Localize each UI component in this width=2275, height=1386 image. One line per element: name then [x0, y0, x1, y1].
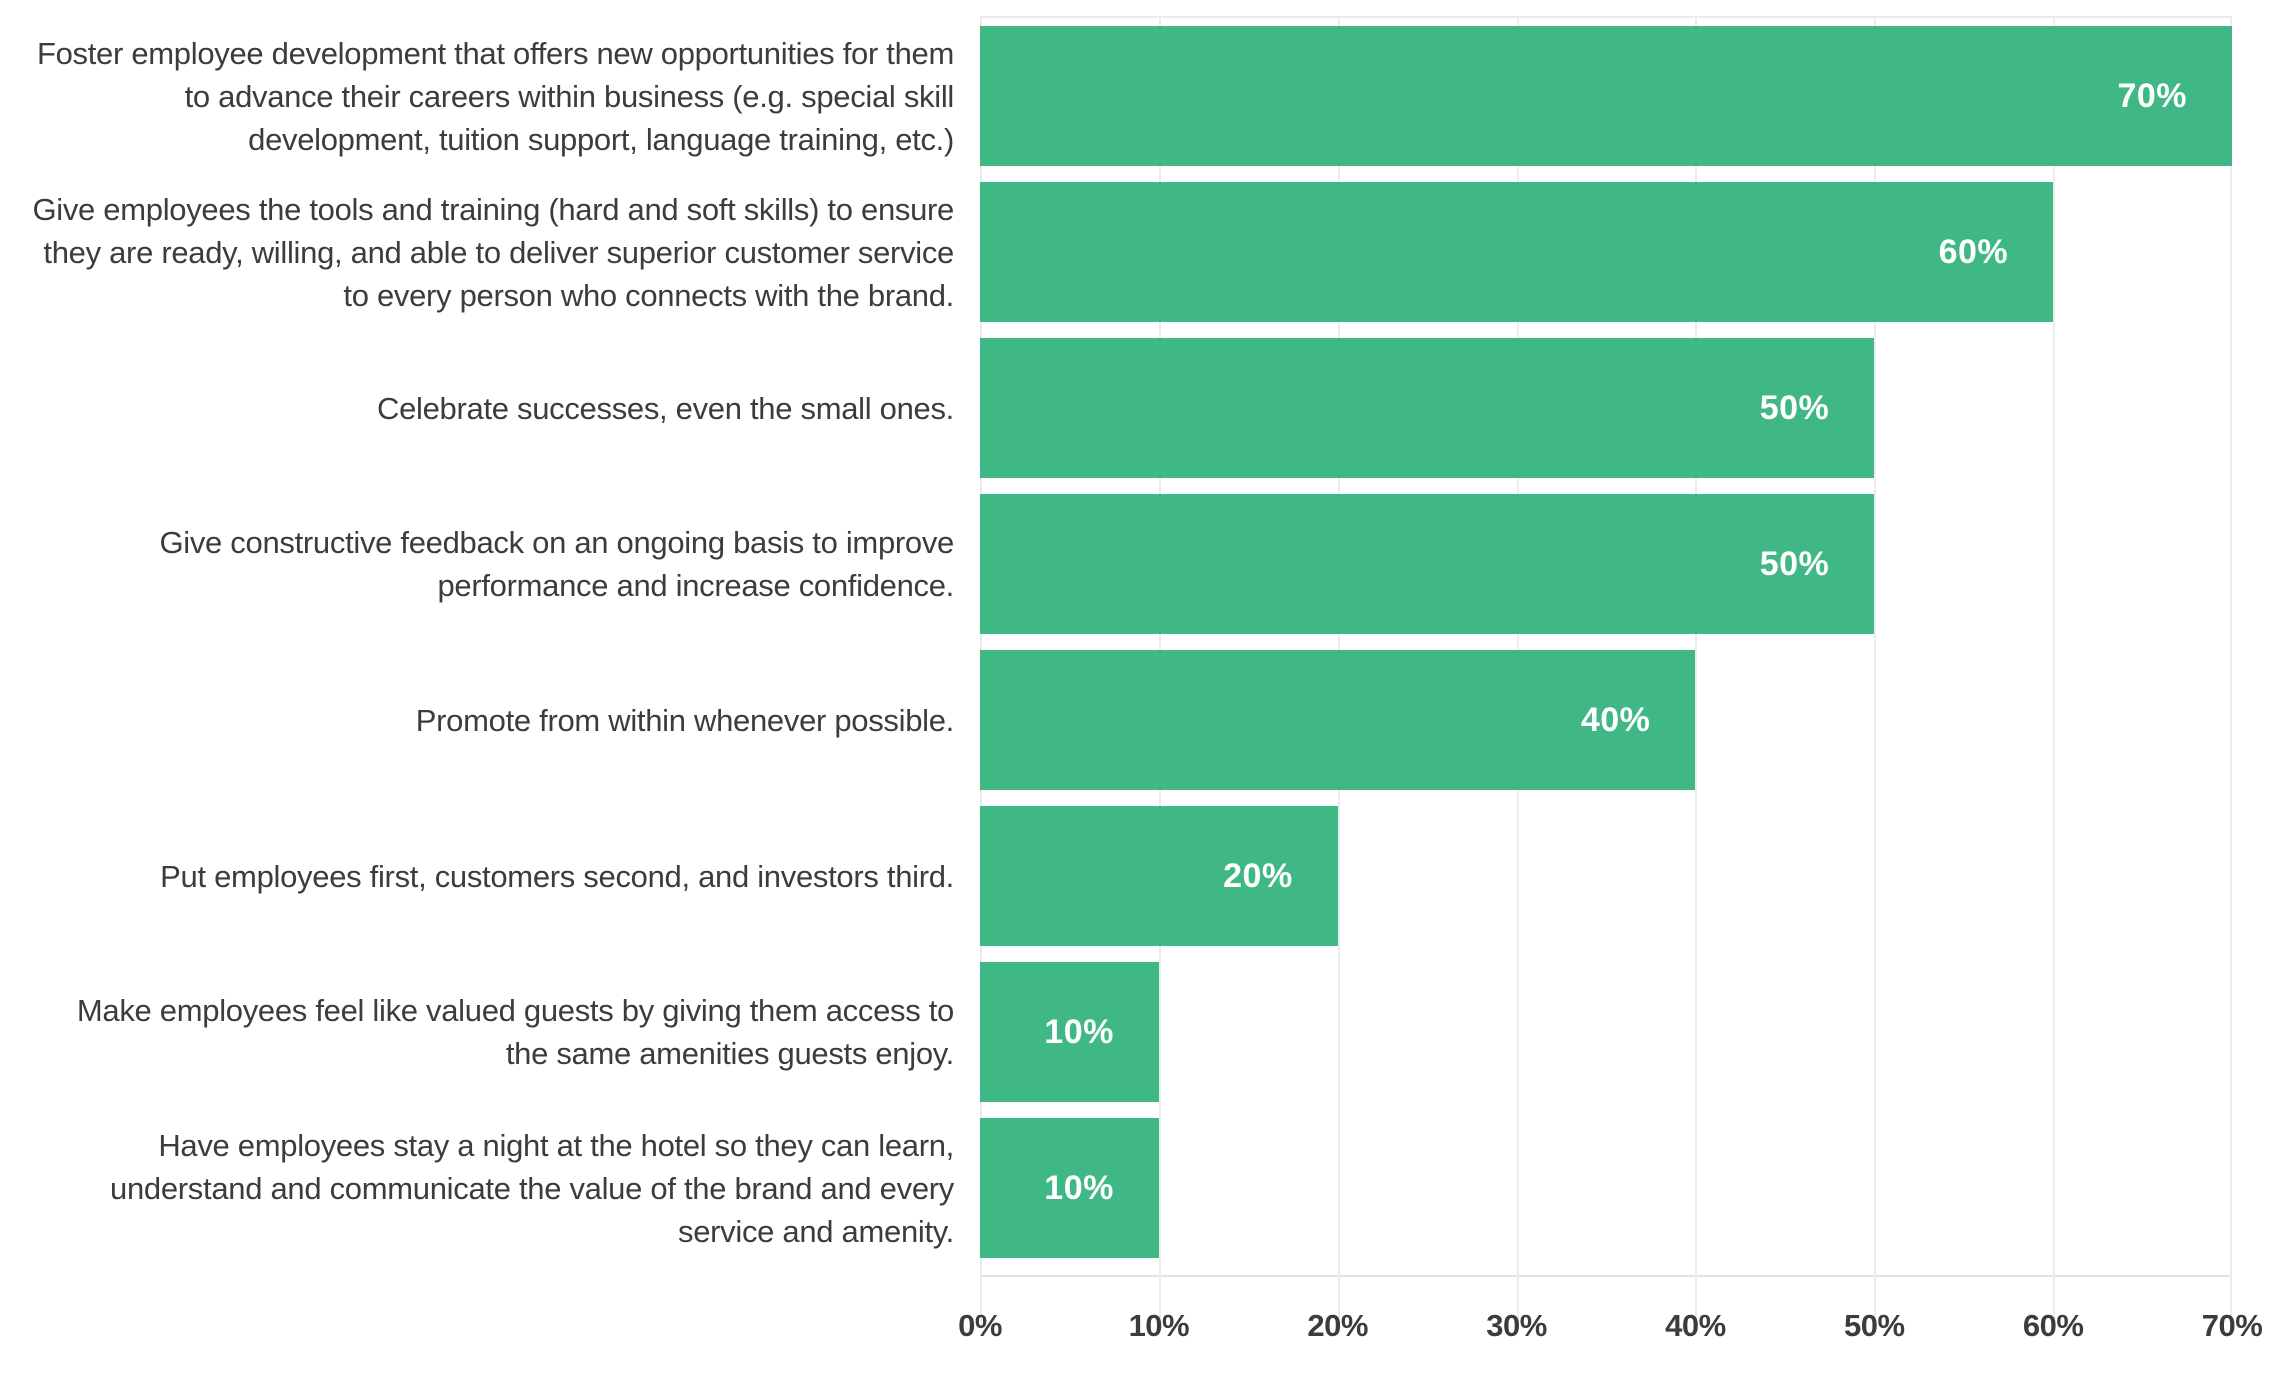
- bar-value-label: 50%: [1759, 544, 1830, 583]
- category-label: Give constructive feedback on an ongoing…: [159, 525, 954, 603]
- category-label: Make employees feel like valued guests b…: [76, 993, 954, 1071]
- bar-track: 70%: [980, 18, 2232, 174]
- bar-track: 40%: [980, 642, 2232, 798]
- bar-value-label: 40%: [1580, 700, 1651, 739]
- bar-track: 10%: [980, 954, 2232, 1110]
- chart-row: Promote from within whenever possible. 4…: [0, 642, 2275, 798]
- bar: 20%: [980, 806, 1338, 946]
- category-label: Have employees stay a night at the hotel…: [110, 1127, 954, 1249]
- bar-value-label: 10%: [1044, 1012, 1114, 1051]
- bar: 10%: [980, 1118, 1159, 1258]
- x-tick-label: 30%: [1486, 1308, 1547, 1343]
- bar-value-label: 20%: [1223, 856, 1293, 895]
- x-tick-label: 70%: [2201, 1308, 2263, 1343]
- x-tick-label: 40%: [1665, 1308, 1726, 1343]
- bar: 40%: [980, 650, 1696, 790]
- bar: 50%: [980, 494, 1875, 634]
- chart-row: Have employees stay a night at the hotel…: [0, 1110, 2275, 1266]
- category-label: Foster employee development that offers …: [36, 35, 954, 157]
- bar-value-label: 10%: [1044, 1168, 1114, 1207]
- x-axis: 0% 10% 20% 30% 40% 50% 60% 70%: [958, 1308, 2263, 1354]
- gridline-50pct: [1874, 16, 1877, 1329]
- bar-track: 50%: [980, 486, 2232, 642]
- bar-track: 50%: [980, 330, 2232, 486]
- gridline-60pct: [2053, 16, 2056, 1329]
- category-label: Promote from within whenever possible.: [415, 702, 955, 738]
- bar-value-label: 60%: [1938, 232, 2009, 271]
- gridline-70pct: [2230, 16, 2232, 1329]
- category-label: Celebrate successes, even the small ones…: [376, 390, 954, 426]
- bar-value-label: 50%: [1759, 388, 1830, 427]
- bar: 60%: [980, 182, 2054, 322]
- bar: 10%: [980, 962, 1159, 1102]
- x-tick-label: 10%: [1128, 1308, 1190, 1343]
- chart-row: Make employees feel like valued guests b…: [0, 954, 2275, 1110]
- x-tick-label: 20%: [1307, 1308, 1368, 1343]
- bar-value-label: 70%: [2117, 76, 2187, 115]
- x-tick-label: 50%: [1844, 1308, 1905, 1343]
- bar-track: 10%: [980, 1110, 2232, 1266]
- bar-track: 20%: [980, 798, 2232, 954]
- bar-track: 60%: [980, 174, 2232, 330]
- chart-row: Foster employee development that offers …: [0, 18, 2275, 174]
- chart-row: Put employees first, customers second, a…: [0, 798, 2275, 954]
- gridline-40pct: [1695, 16, 1698, 1329]
- category-label: Give employees the tools and training (h…: [32, 191, 954, 313]
- chart-rows: Foster employee development that offers …: [0, 18, 2275, 1266]
- bar: 50%: [980, 338, 1875, 478]
- bar: 70%: [980, 26, 2232, 166]
- x-tick-label: 0%: [958, 1308, 1002, 1343]
- chart-row: Celebrate successes, even the small ones…: [0, 330, 2275, 486]
- chart-row: Give employees the tools and training (h…: [0, 174, 2275, 330]
- chart-row: Give constructive feedback on an ongoing…: [0, 486, 2275, 642]
- x-tick-label: 60%: [2022, 1308, 2084, 1343]
- category-label: Put employees first, customers second, a…: [160, 858, 954, 894]
